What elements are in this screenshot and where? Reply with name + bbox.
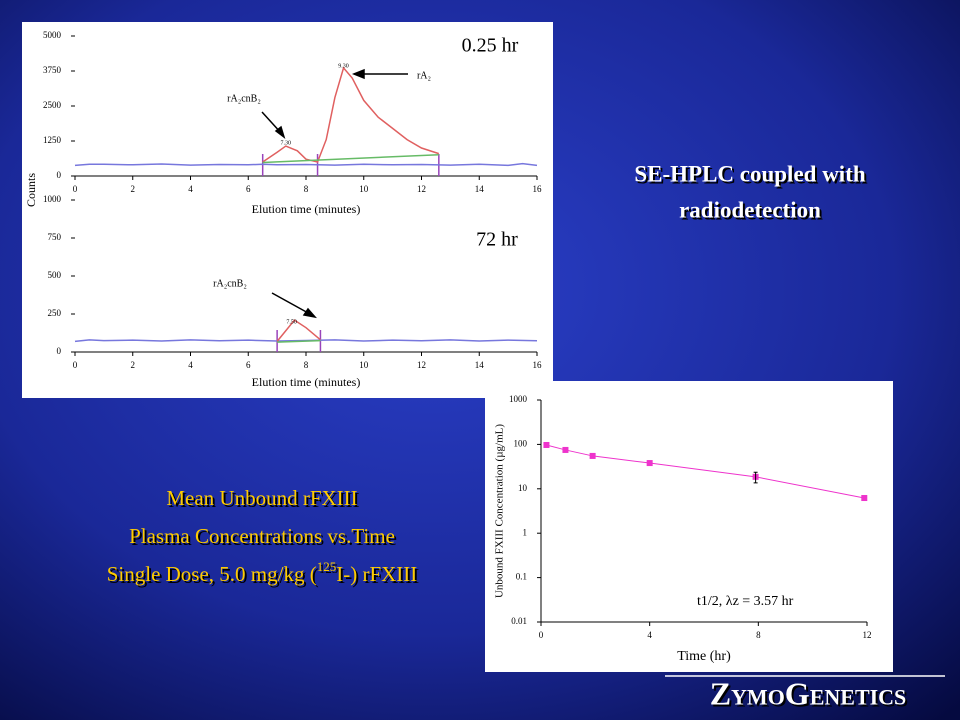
y-tick-label: 0 [57,170,62,180]
x-tick-label: 16 [533,184,543,194]
x-tick-label: 2 [131,184,136,194]
peak-label: 7.50 [286,319,297,325]
data-point [861,495,868,502]
caption: Plasma Concentrations vs.Time [129,524,395,548]
x-tick-label: 2 [131,360,136,370]
chart-title: 0.25 hr [462,35,519,57]
caption-part: Single Dose, 5.0 mg/kg ( [107,562,317,586]
y-tick-label: 1250 [43,135,62,145]
y-tick-label: 100 [514,438,528,448]
annotation: t1/2, λz = 3.57 hr [697,594,794,609]
peak-label: 7.30 [281,140,292,146]
chromatogram-panel [22,22,553,398]
x-tick-label: 4 [188,360,193,370]
y-tick-label: 2500 [43,100,62,110]
y-tick-label: 0.1 [516,572,527,582]
x-tick-label: 12 [863,630,872,640]
data-point [589,452,596,459]
x-tick-label: 0 [539,630,544,640]
y-axis-label: Unbound FXIII Concentration (µg/mL) [494,424,506,598]
x-axis-label: Elution time (minutes) [252,202,361,216]
heading: SE-HPLC coupled with [634,161,866,186]
series-line [276,319,321,342]
y-tick-label: 500 [48,270,62,280]
x-tick-label: 4 [647,630,652,640]
x-tick-label: 10 [359,184,369,194]
arrows [261,68,408,319]
x-tick-label: 12 [417,360,426,370]
x-tick-label: 4 [188,184,193,194]
series-line [74,339,538,343]
y-axis-label: Counts [24,173,38,207]
chart-title: 72 hr [476,229,518,251]
x-tick-label: 16 [533,360,543,370]
series-line [262,66,440,163]
series-line [546,444,865,499]
annotation: rA₂cnB₂ [227,93,261,104]
x-tick-label: 0 [73,360,78,370]
y-tick-label: 750 [48,232,62,242]
caption-sup: 125 [317,559,337,574]
caption-part: I-) rFXIII [336,562,417,586]
x-tick-label: 8 [304,184,309,194]
series-line [277,339,321,343]
y-tick-label: 1 [523,527,528,537]
x-axis-label: Time (hr) [677,649,731,664]
data-point [543,441,550,448]
x-tick-label: 14 [475,184,485,194]
y-tick-label: 1000 [43,194,62,204]
annotation: rA₂ [417,70,431,81]
x-tick-label: 12 [417,184,426,194]
series-line [74,162,538,167]
data-point [646,460,653,467]
y-tick-label: 3750 [43,65,62,75]
x-tick-label: 6 [246,360,251,370]
logo: ZymoGenetics [710,675,907,711]
y-tick-label: 0.01 [511,616,527,626]
x-tick-label: 10 [359,360,369,370]
x-tick-label: 8 [756,630,761,640]
pk-panel [485,381,893,672]
x-tick-label: 0 [73,184,78,194]
peak-label: 9.30 [338,63,349,69]
y-tick-label: 5000 [43,30,62,40]
y-tick-label: 250 [48,308,62,318]
error-bar [753,471,758,484]
y-tick-label: 10 [518,483,528,493]
x-tick-label: 6 [246,184,251,194]
data-point [562,446,569,453]
caption: Single Dose, 5.0 mg/kg (125I-) rFXIII [107,559,418,586]
caption: Mean Unbound rFXIII [166,486,357,510]
x-tick-label: 8 [304,360,309,370]
y-tick-label: 0 [57,346,62,356]
y-tick-label: 1000 [509,394,528,404]
series-line [262,153,439,164]
x-axis-label: Elution time (minutes) [252,375,361,389]
heading: radiodetection [679,197,821,222]
annotation: rA₂cnB₂ [213,278,247,289]
x-tick-label: 14 [475,360,485,370]
